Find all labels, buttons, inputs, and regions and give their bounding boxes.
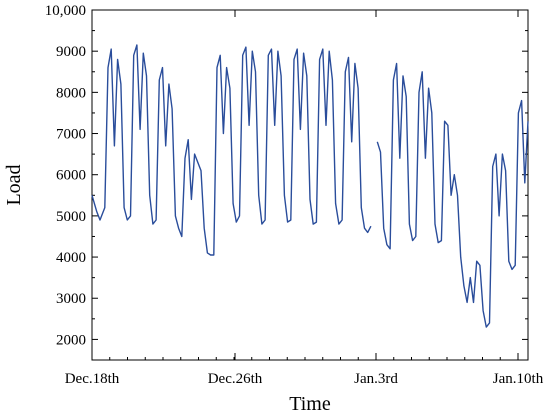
plot-frame bbox=[91, 9, 529, 361]
x-tick-label: Jan.10th bbox=[493, 371, 544, 387]
x-tick-label: Dec.18th bbox=[65, 371, 120, 387]
y-tick-label: 9000 bbox=[56, 44, 86, 60]
y-tick-label: 5000 bbox=[56, 209, 86, 225]
y-tick-label: 6000 bbox=[56, 168, 86, 184]
y-axis-title: Load bbox=[3, 164, 25, 205]
y-tick-label: 10,000 bbox=[45, 3, 86, 19]
x-tick-label: Dec.26th bbox=[208, 371, 263, 387]
y-tick-label: 7000 bbox=[56, 127, 86, 143]
series-layer bbox=[91, 44, 529, 328]
y-tick-labels: 2000 3000 4000 5000 6000 7000 8000 9000 10,000 bbox=[45, 3, 86, 348]
y-tick-label: 4000 bbox=[56, 250, 86, 266]
x-tick-labels: Dec.18th Dec.26th Jan.3rd Jan.10th bbox=[65, 371, 544, 387]
y-tick-label: 3000 bbox=[56, 291, 86, 307]
y-tick-label: 2000 bbox=[56, 332, 86, 348]
x-axis-title: Time bbox=[289, 393, 331, 415]
y-tick-label: 8000 bbox=[56, 85, 86, 101]
x-tick-label: Jan.3rd bbox=[354, 371, 398, 387]
load-series-line bbox=[91, 44, 529, 328]
